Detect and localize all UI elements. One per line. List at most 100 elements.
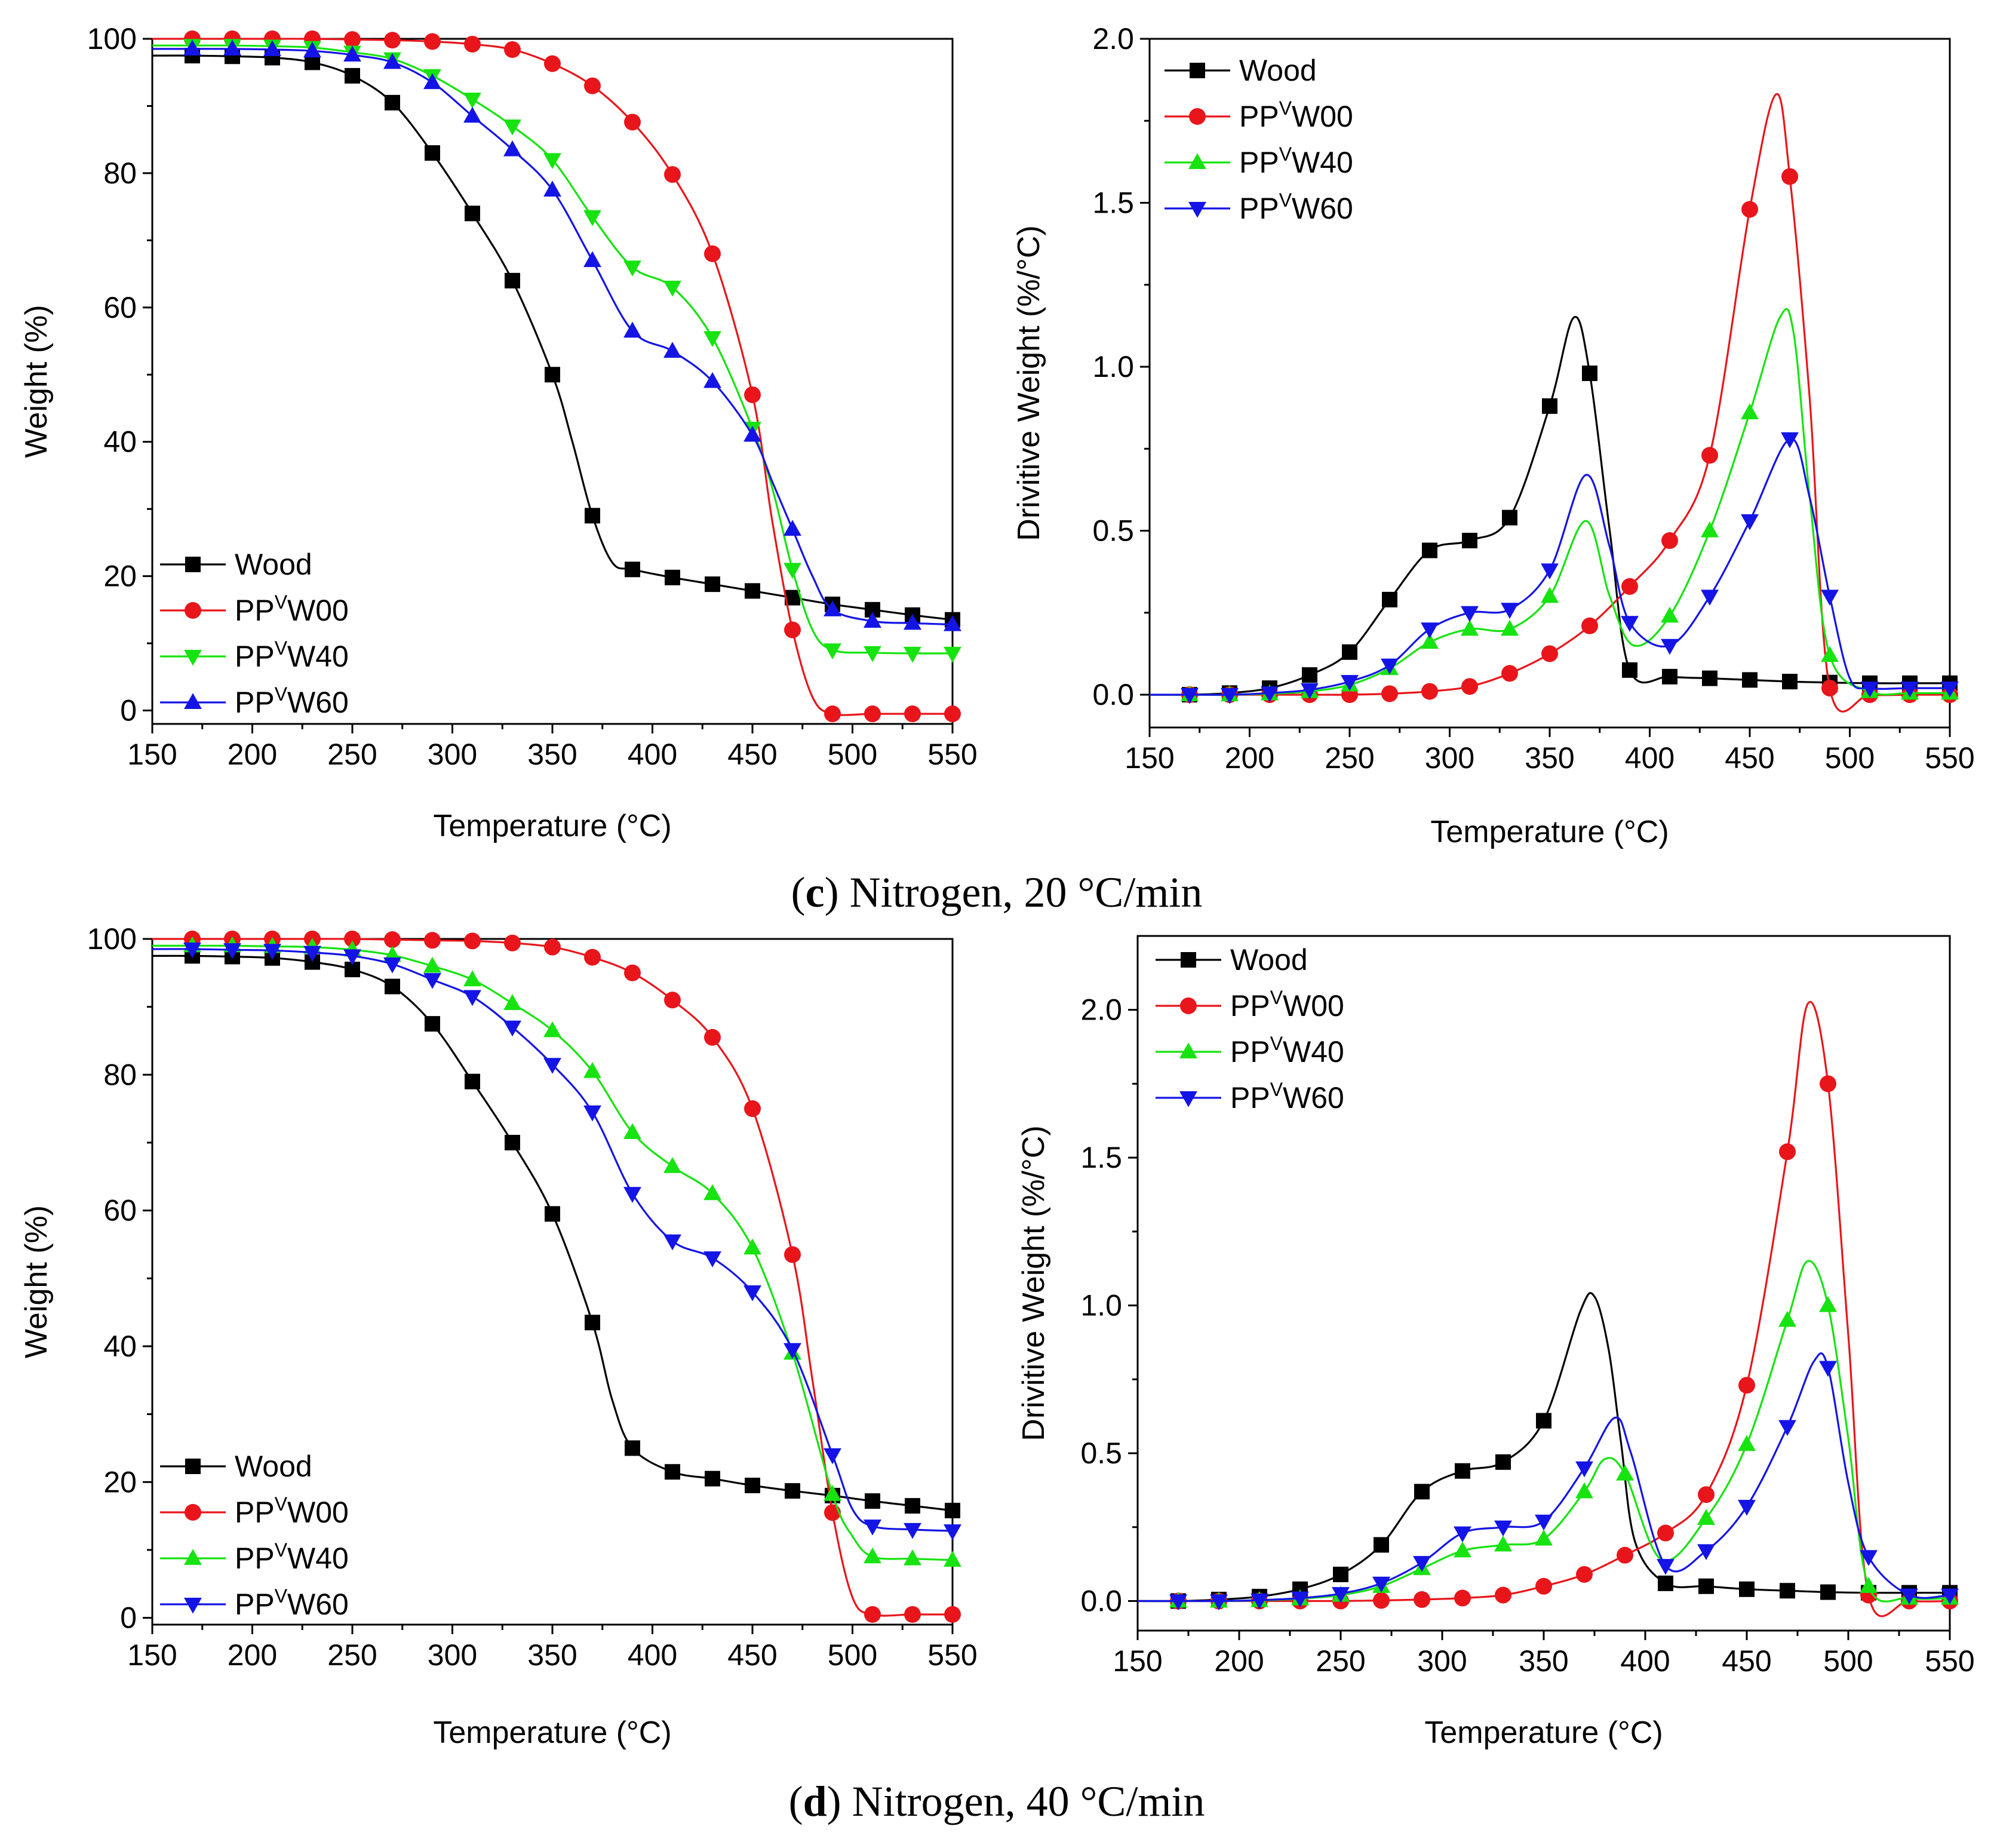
- series-PPVW00: [152, 30, 961, 723]
- data-point-PPVW00: [624, 964, 641, 981]
- data-point-PPVW40: [1501, 619, 1519, 636]
- data-point-PPVW40: [864, 1547, 881, 1564]
- data-point-PPVW60: [1701, 590, 1719, 606]
- data-point-PPVW60: [463, 106, 481, 123]
- legend-marker-PPVW60: [1188, 201, 1206, 218]
- data-point-PPVW60: [1535, 1514, 1553, 1531]
- data-point-PPVW00: [1454, 1589, 1471, 1607]
- data-point-PPVW60: [864, 1519, 881, 1536]
- legend-label-Wood: Wood: [235, 1450, 312, 1483]
- series-line-Wood: [1137, 1292, 1950, 1603]
- legend-marker-PPVW40: [1188, 153, 1206, 170]
- data-point-Wood: [545, 367, 560, 383]
- data-point-Wood: [1662, 668, 1677, 684]
- series-PPVW60: [1150, 432, 1959, 704]
- data-point-PPVW00: [1581, 617, 1598, 634]
- y-tick-label: 0.0: [1092, 678, 1134, 711]
- y-tick-label: 20: [103, 1465, 137, 1499]
- data-point-Wood: [745, 1477, 760, 1493]
- data-point-PPVW40: [583, 210, 601, 226]
- y-tick-label: 0: [120, 1601, 137, 1635]
- data-point-PPVW00: [1741, 201, 1758, 218]
- data-point-PPVW40: [463, 970, 481, 987]
- y-axis-label: Weight (%): [19, 1205, 54, 1358]
- x-axis-label: Temperature (°C): [1424, 1715, 1663, 1750]
- legend: Wood PPVW00 PPVW40 PPVW60: [1165, 54, 1353, 225]
- data-point-PPVW00: [1421, 683, 1438, 700]
- data-point-PPVW60: [703, 1251, 721, 1267]
- data-point-PPVW40: [824, 1485, 841, 1501]
- legend-marker-Wood: [185, 557, 201, 572]
- x-tick-label: 500: [1825, 741, 1875, 775]
- data-point-PPVW00: [1381, 685, 1398, 702]
- series-PPVW60: [152, 39, 961, 631]
- data-point-PPVW60: [623, 1187, 641, 1203]
- legend: Wood PPVW00 PPVW40 PPVW60: [160, 1450, 349, 1621]
- legend-label-PPVW00: PPVW00: [1230, 987, 1344, 1023]
- data-point-PPVW40: [503, 994, 521, 1011]
- data-point-PPVW60: [1210, 1594, 1228, 1611]
- data-point-PPVW60: [1819, 1361, 1837, 1377]
- data-point-PPVW60: [1861, 682, 1879, 698]
- caption-d: (d) Nitrogen, 40 °C/min: [789, 1778, 1205, 1825]
- data-point-PPVW60: [663, 1234, 681, 1251]
- data-point-Wood: [305, 954, 320, 970]
- data-point-Wood: [865, 1493, 880, 1509]
- data-point-PPVW00: [584, 948, 601, 966]
- data-point-PPVW60: [1381, 658, 1399, 675]
- chart-d-tga: 150 200 250 300 350 400 450 500 550 0 20 40 60 80 100 T…: [19, 922, 978, 1750]
- data-point-PPVW00: [544, 938, 561, 956]
- x-tick-label: 200: [228, 738, 277, 771]
- data-point-PPVW60: [1541, 563, 1559, 580]
- data-point-PPVW00: [1617, 1546, 1633, 1564]
- data-point-Wood: [385, 94, 400, 110]
- data-point-PPVW00: [664, 166, 681, 183]
- data-point-Wood: [1780, 1583, 1795, 1599]
- data-point-PPVW00: [1541, 645, 1558, 662]
- caption-d-text: Nitrogen, 40 °C/min: [852, 1778, 1205, 1825]
- x-tick-label: 450: [727, 1638, 777, 1672]
- caption-c: (c) Nitrogen, 20 °C/min: [791, 868, 1203, 916]
- data-point-PPVW60: [503, 1020, 521, 1037]
- legend-label-PPVW60: PPVW60: [1230, 1079, 1344, 1115]
- data-point-Wood: [625, 561, 640, 578]
- series-PPVW40: [152, 936, 961, 1567]
- data-point-PPVW60: [423, 973, 441, 989]
- data-point-PPVW60: [303, 946, 321, 962]
- series-Wood: [152, 48, 960, 628]
- data-point-Wood: [1374, 1537, 1389, 1553]
- data-point-PPVW00: [1461, 678, 1478, 695]
- data-point-PPVW00: [544, 55, 561, 72]
- data-point-PPVW60: [183, 39, 201, 56]
- data-point-PPVW60: [1860, 1550, 1878, 1566]
- x-tick-label: 250: [327, 738, 377, 771]
- data-point-Wood: [1414, 1484, 1430, 1500]
- data-point-PPVW40: [543, 153, 561, 170]
- data-point-PPVW00: [464, 35, 481, 53]
- data-point-Wood: [1820, 1584, 1836, 1600]
- data-point-Wood: [905, 1498, 920, 1514]
- legend-marker-PPVW00: [185, 1504, 201, 1521]
- chart-panels: 150 200 250 300 350 400 450 500 550020406080100T…: [19, 22, 1975, 1750]
- data-point-Wood: [465, 205, 480, 222]
- data-point-PPVW00: [704, 1029, 721, 1046]
- data-point-PPVW60: [383, 53, 401, 69]
- data-point-Wood: [585, 1315, 600, 1331]
- caption-c-letter: c: [806, 868, 825, 916]
- data-point-PPVW40: [1697, 1509, 1715, 1525]
- x-tick-label: 350: [527, 1638, 577, 1672]
- x-tick-label: 500: [828, 1638, 877, 1672]
- data-point-PPVW40: [703, 331, 721, 348]
- data-point-Wood: [1739, 1581, 1755, 1597]
- legend-label-Wood: Wood: [1230, 943, 1308, 977]
- y-tick-label: 1.0: [1080, 1289, 1122, 1322]
- data-point-PPVW40: [1541, 587, 1559, 603]
- data-point-PPVW40: [703, 1184, 721, 1201]
- data-point-Wood: [865, 601, 880, 618]
- data-point-Wood: [1382, 591, 1397, 607]
- data-point-PPVW40: [1575, 1482, 1593, 1499]
- data-point-PPVW00: [624, 113, 641, 131]
- legend-label-Wood: Wood: [1239, 54, 1317, 87]
- data-point-PPVW60: [864, 612, 881, 628]
